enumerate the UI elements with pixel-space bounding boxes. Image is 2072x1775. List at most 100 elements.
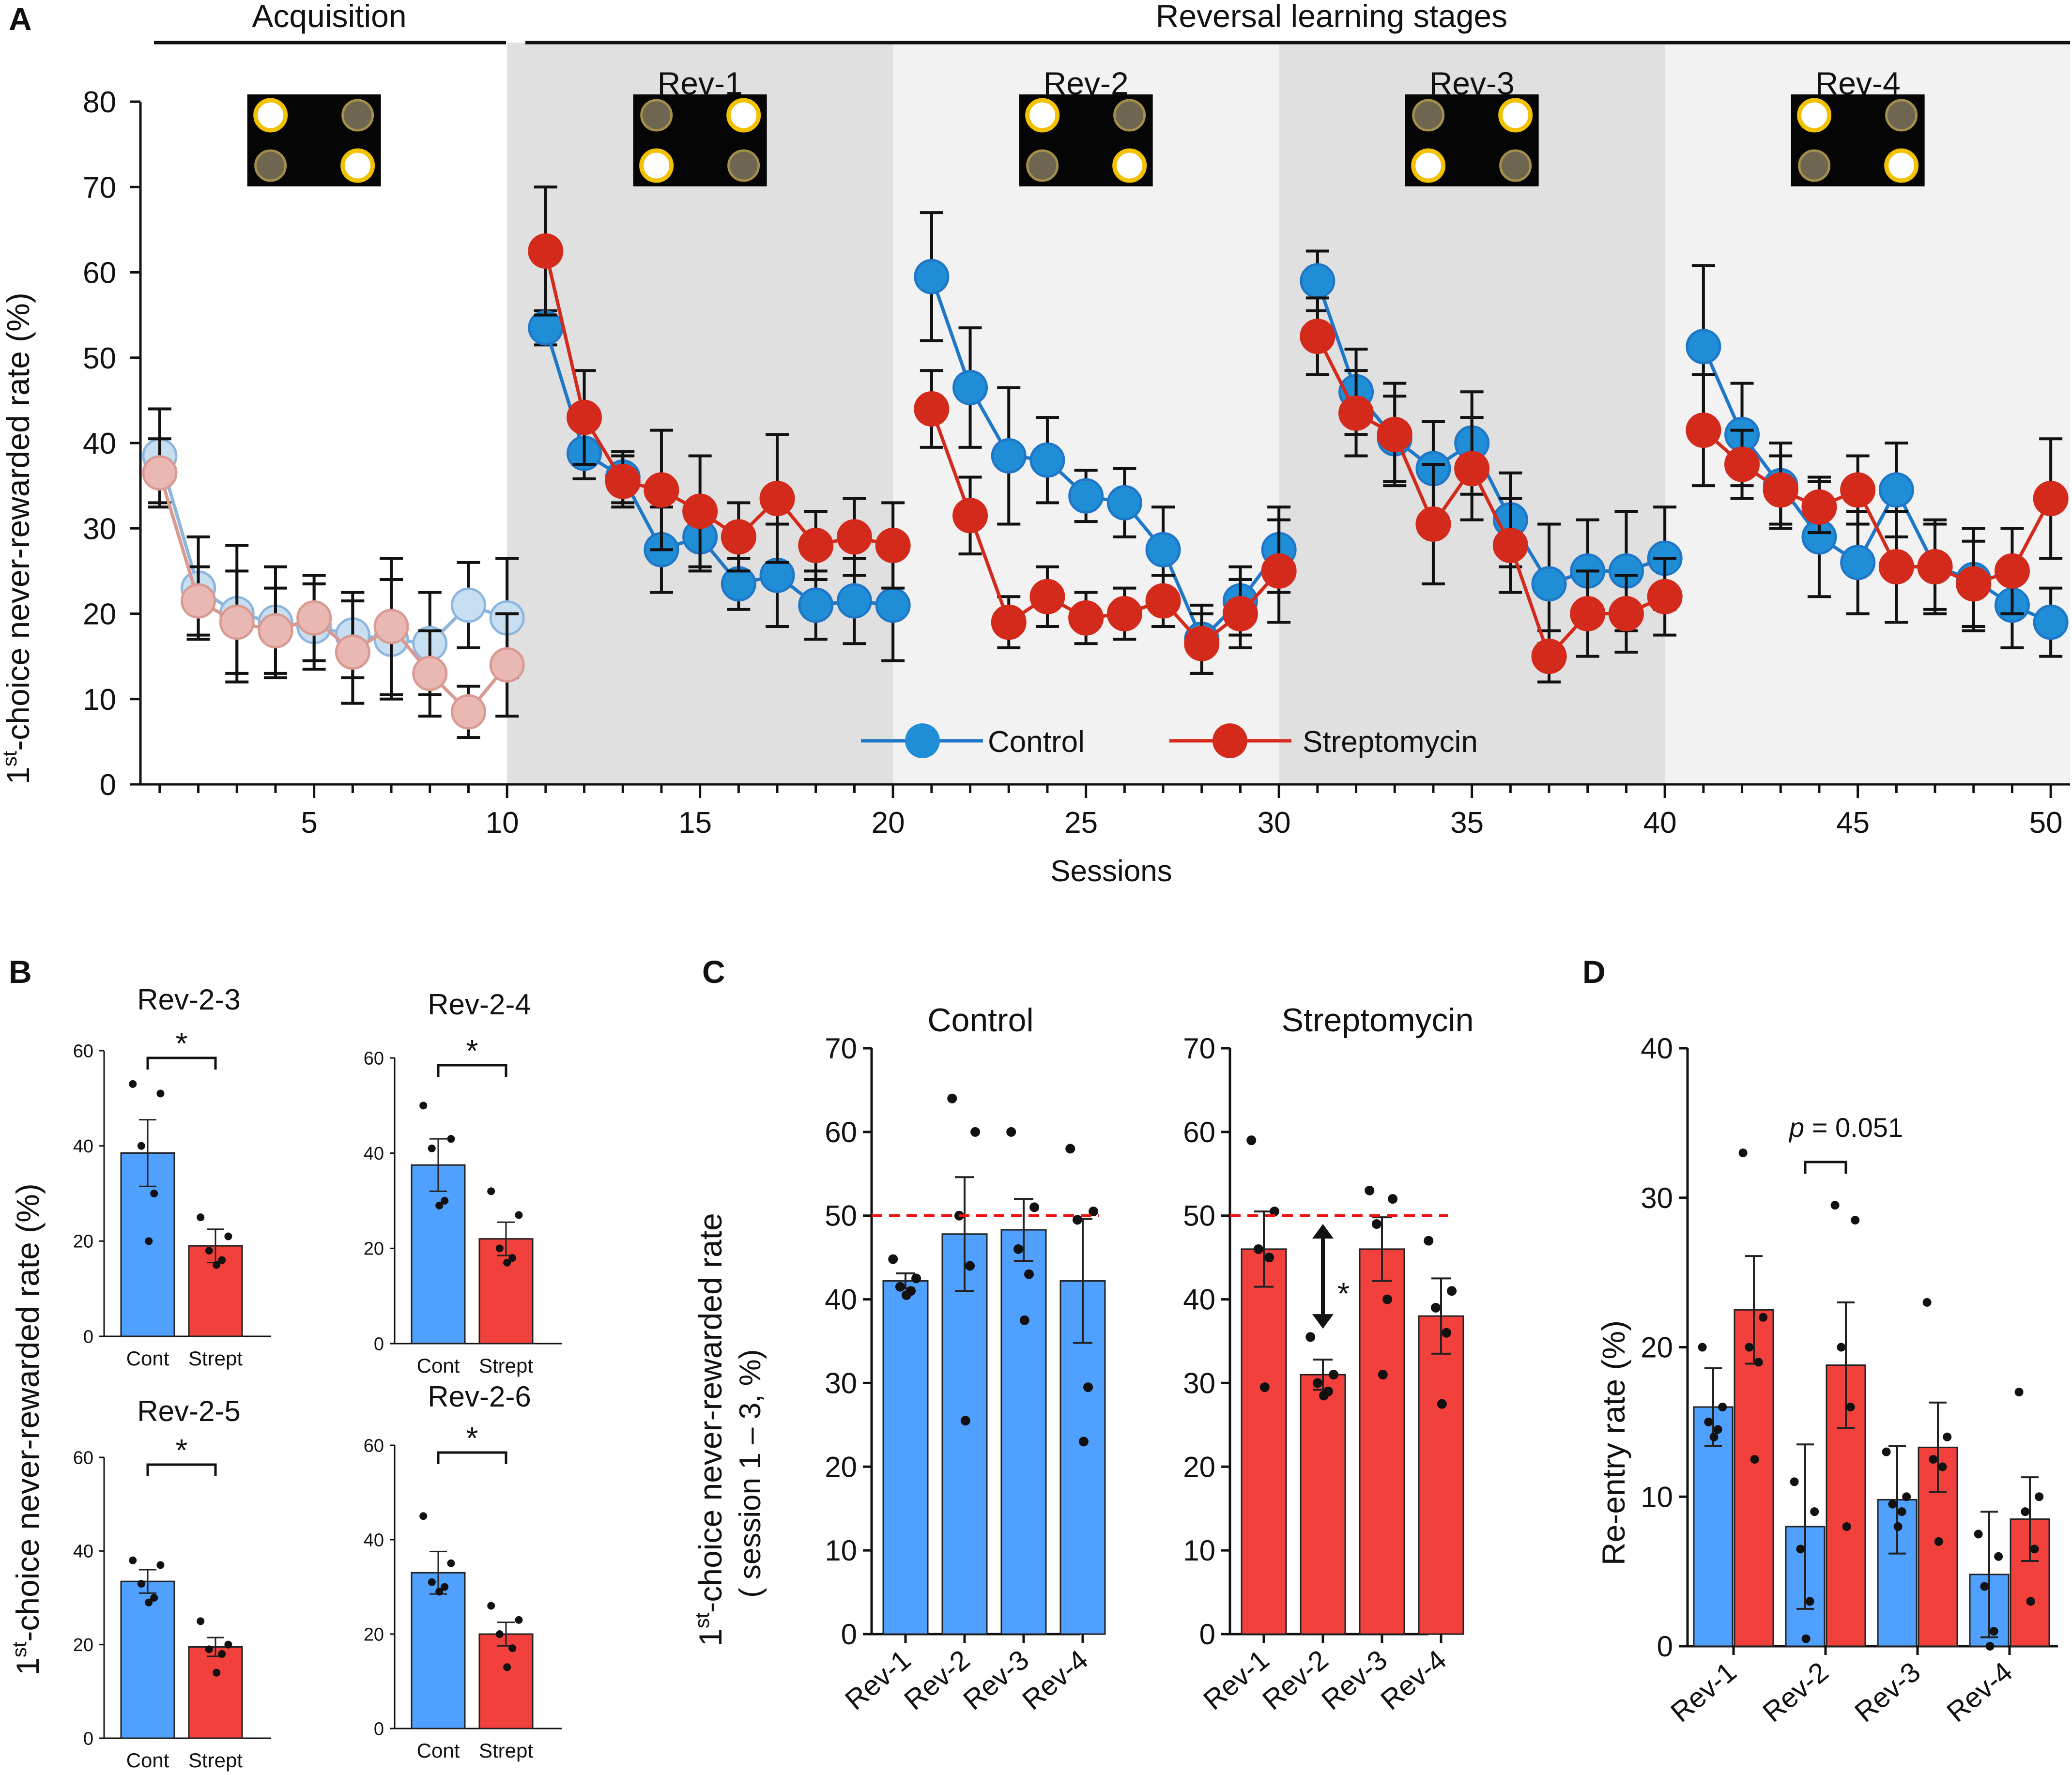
x-tick-label: Strept [188,1749,243,1772]
individual-point [508,1644,517,1653]
y-tick-label: 40 [83,427,116,460]
legend-strep-label: Streptomycin [1303,725,1478,759]
panel-c-chart-1: Control 0 10 20 30 40 50 60 70 Rev-1Rev-2Rev-3Rev… [825,1002,1106,1716]
data-point [1377,416,1412,452]
data-point [2033,481,2069,517]
data-point [1686,413,1721,448]
bar-group [120,1556,175,1739]
individual-point [1893,1522,1903,1531]
bar-group [882,1254,929,1635]
panel-c-y-axis-label-line1: 1st-choice never-rewarded rate [691,1213,728,1646]
individual-point [1830,1201,1840,1210]
x-tick-label: Strept [188,1347,243,1370]
acquisition-label: Acquisition [252,0,406,34]
legend-strep-marker [1213,723,1247,758]
panel-a-label: A [9,1,32,37]
y-tick-label: 20 [83,598,116,631]
individual-point [1078,1437,1089,1447]
arrow-head-down-icon [1312,1314,1334,1329]
x-tick-label: 25 [1064,806,1098,840]
y-tick-label: 80 [83,86,116,119]
individual-point [1083,1382,1093,1392]
panel-b-label: B [9,954,32,990]
series-streptomycin [142,185,2069,739]
panel-c-chart-2: Streptomycin010203040506070Rev-1Rev-2Rev… [1183,1002,1473,1716]
panel-b-chart-3: Rev-2-5 0 20 40 60 Cont Strept * [73,1395,271,1772]
individual-point [1329,1370,1339,1380]
individual-point [218,1650,226,1658]
individual-point [1754,1358,1763,1367]
series-line [930,276,1280,643]
x-tick-label: Rev-3 [1316,1644,1393,1716]
bar-group [188,1617,243,1739]
individual-point [970,1127,981,1137]
data-point [914,391,950,427]
bar-group [1300,1332,1346,1635]
individual-point [197,1617,205,1625]
data-point [335,634,370,670]
panel-d-label: D [1582,954,1606,990]
data-point [1300,263,1335,299]
individual-point [1738,1148,1748,1158]
data-point [258,613,293,649]
y-tick-label: 10 [1641,1481,1673,1513]
individual-point [419,1102,428,1110]
chart-title: Control [927,1002,1033,1039]
individual-point [1437,1399,1447,1409]
individual-point [1698,1343,1707,1352]
y-tick-label: 60 [364,1048,384,1069]
y-tick-label: 20 [825,1451,857,1483]
individual-point [145,1598,153,1607]
data-point [644,472,679,508]
individual-point [156,1561,165,1569]
individual-point [2014,1388,2024,1397]
individual-point [1709,1432,1719,1441]
p-value-annotation: p = 0.051 [1788,1112,1903,1143]
data-point [1415,506,1451,542]
data-point [1801,489,1837,525]
y-axis-label: 1st-choice never-rewarded rate (%) [0,292,36,784]
bar-group [1826,1201,1866,1647]
chart-title: Rev-2-5 [137,1395,240,1427]
significance-star: * [466,1033,478,1068]
individual-point [197,1213,205,1222]
bar [478,1633,534,1729]
individual-point [495,1244,504,1253]
data-point [181,583,216,619]
data-point [875,587,911,623]
x-tick-label: Rev-4 [1941,1656,2018,1728]
individual-point [1065,1144,1075,1154]
lit-hole-icon [1025,98,1060,133]
significance-bracket [146,1056,217,1070]
nosepoke-icon-3 [1019,94,1153,186]
dark-hole-icon [341,99,374,132]
individual-point [1882,1447,1891,1456]
individual-point [218,1256,226,1264]
y-tick-label: 70 [825,1032,857,1065]
bar [941,1233,988,1635]
significance-star: * [466,1421,478,1455]
individual-point [1264,1253,1274,1263]
individual-point [1430,1302,1441,1313]
data-point [450,587,486,623]
data-point [142,455,178,491]
individual-point [1006,1127,1016,1137]
lit-hole-icon [1112,148,1147,183]
x-tick-label: 35 [1450,806,1484,840]
bar [120,1580,175,1739]
x-tick-label: Rev-3 [957,1644,1035,1716]
bar-group [188,1213,243,1337]
significance-bracket [437,1451,507,1464]
individual-point [213,1261,221,1269]
individual-point [129,1556,137,1564]
y-tick-label: 70 [1183,1032,1215,1065]
individual-point [1801,1634,1811,1643]
panel-b: B 1st-choice never-rewarded rate (%) Rev… [8,954,562,1772]
individual-point [1934,1537,1943,1546]
bar-group [411,1512,466,1729]
bar [1300,1374,1346,1635]
x-tick-label: Strept [479,1354,533,1377]
panel-a: A Acquisition Reversal learning stages R… [0,0,2070,888]
x-tick-label: Rev-4 [1375,1644,1452,1716]
individual-point [428,1578,436,1586]
